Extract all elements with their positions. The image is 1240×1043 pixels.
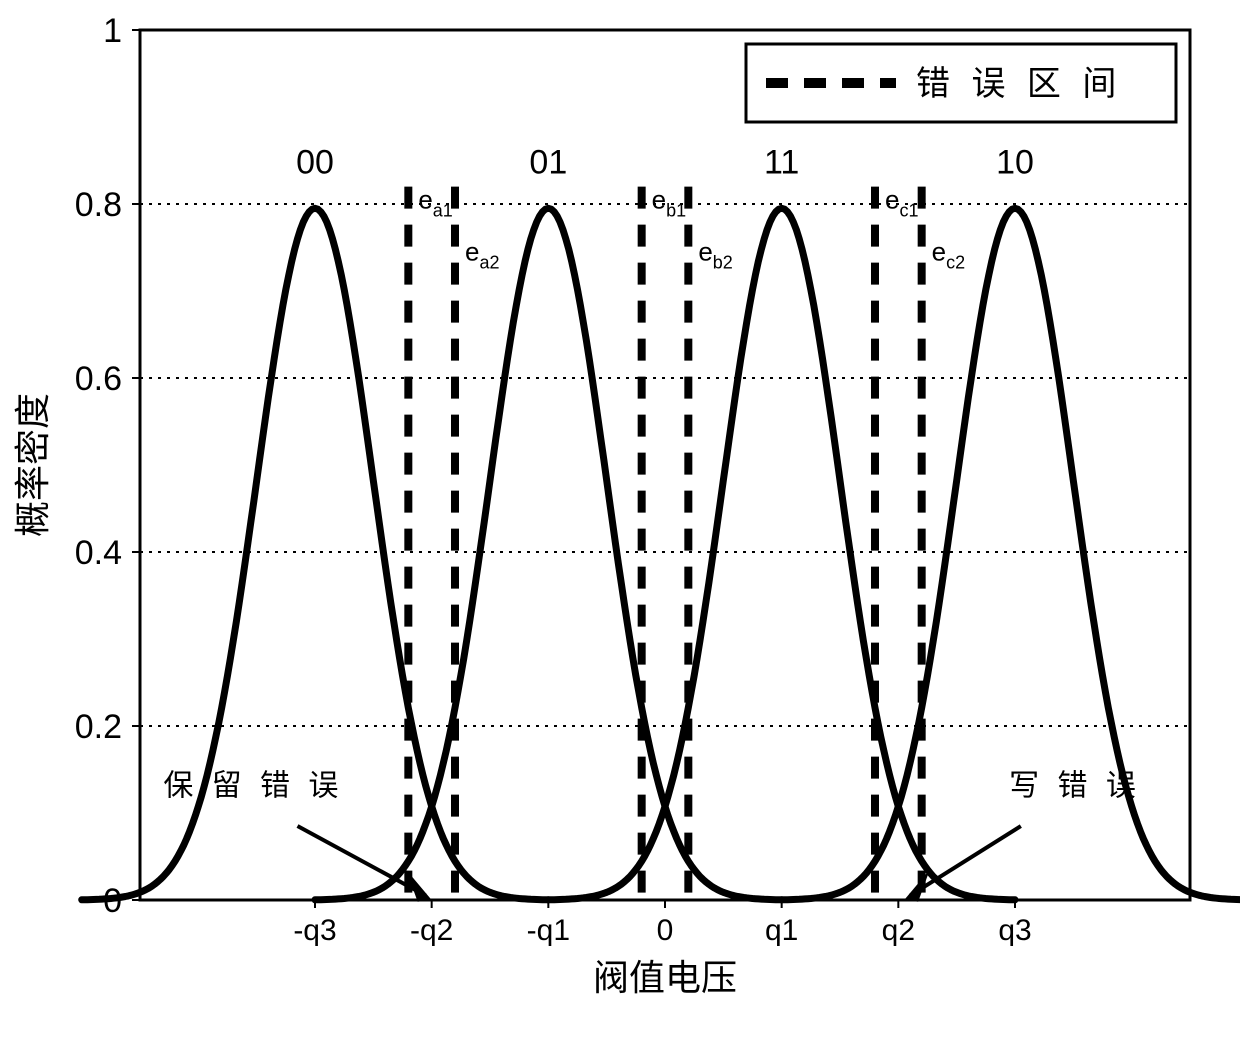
- error-label: ec2: [932, 237, 965, 273]
- curve-label: 10: [996, 144, 1034, 182]
- ytick-label: 1: [103, 12, 122, 50]
- xtick-label: -q1: [527, 914, 570, 947]
- curve-label: 00: [296, 144, 334, 182]
- probability-density-chart: 0 0.2 0.4 0.6 0.8 1 -q3 -q2 -q1 0 q1 q2 q3 阀值电压 概率密度 错 …: [0, 0, 1240, 1043]
- annotation-arrow: [910, 826, 1021, 896]
- xtick-label: q1: [765, 914, 798, 947]
- xtick-label: -q3: [293, 914, 336, 947]
- ytick-label: 0: [103, 882, 122, 920]
- annotation-left: 保 留 错 误: [163, 770, 343, 803]
- ytick-label: 0.8: [75, 186, 122, 224]
- ytick-label: 0.6: [75, 360, 122, 398]
- legend-text: 错 误 区 间: [916, 65, 1122, 103]
- error-label: eb1: [652, 184, 687, 220]
- xtick-label: q3: [998, 914, 1031, 947]
- ylabel: 概率密度: [12, 393, 53, 537]
- annotation-right: 写 错 误: [1009, 770, 1141, 803]
- error-label: eb2: [698, 237, 733, 273]
- xtick-label: 0: [657, 914, 674, 947]
- ytick-label: 0.2: [75, 708, 122, 746]
- xtick-label: q2: [882, 914, 915, 947]
- error-label: ea2: [465, 237, 500, 273]
- error-label: ec1: [885, 184, 918, 220]
- error-label: ea1: [418, 184, 453, 220]
- xlabel: 阀值电压: [593, 957, 737, 998]
- chart-container: { "chart": { "type": "line", "width_px":…: [0, 0, 1240, 1043]
- ytick-label: 0.4: [75, 534, 122, 572]
- curve-label: 01: [529, 144, 567, 182]
- curve-label: 11: [764, 144, 799, 182]
- xtick-label: -q2: [410, 914, 453, 947]
